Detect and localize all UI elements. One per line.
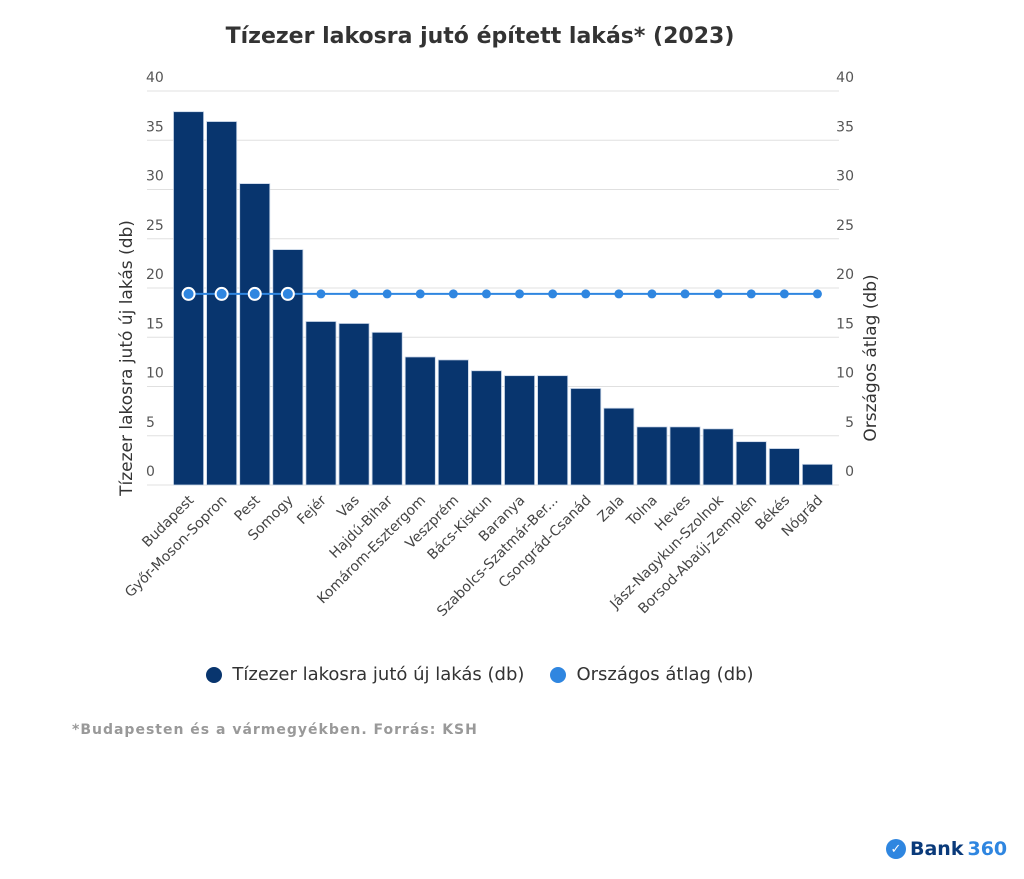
average-point: [448, 289, 458, 299]
footnote: *Budapesten és a vármegyékben. Forrás: K…: [72, 722, 478, 738]
y-tick-label: 30: [146, 169, 164, 185]
average-point: [647, 289, 657, 299]
average-point: [812, 289, 822, 299]
legend: Tízezer lakosra jutó új lakás (db) Orszá…: [0, 664, 960, 685]
bar: [603, 407, 635, 486]
y-tick-label: 25: [146, 218, 164, 234]
average-point: [382, 289, 392, 299]
y-axis-label: Tízezer lakosra jutó új lakás (db): [117, 220, 137, 497]
bar: [570, 388, 602, 486]
y-tick-label: 40: [146, 70, 164, 86]
average-point: [247, 286, 262, 301]
y-tick-label: 35: [146, 119, 164, 135]
legend-dot: [550, 666, 567, 683]
average-point: [581, 289, 591, 299]
legend-item-average[interactable]: Országos átlag (db): [550, 664, 754, 685]
bar: [768, 448, 800, 486]
bar: [305, 321, 337, 486]
bar: [371, 331, 403, 486]
average-point: [280, 286, 295, 301]
chart: 0 0 5 5 10 10 15 15 20 20 25 25 30 30 35 35 40 40 Tízezer …: [117, 70, 881, 620]
bar: [669, 426, 701, 486]
bar: [437, 359, 469, 486]
bar: [338, 323, 370, 486]
bar: [404, 356, 436, 486]
average-point: [415, 289, 425, 299]
bar: [272, 249, 304, 486]
bar: [504, 375, 536, 486]
y-tick-label: 0: [146, 464, 155, 480]
y2-tick-label: 0: [845, 464, 854, 480]
bar: [239, 183, 271, 486]
bar: [206, 121, 238, 486]
y2-axis-label: Országos átlag (db): [861, 274, 881, 441]
check-icon: ✓: [886, 839, 906, 859]
y2-tick-label: 30: [836, 169, 854, 185]
chart-title: Tízezer lakosra jutó épített lakás* (202…: [225, 24, 735, 49]
bar: [537, 375, 569, 486]
y2-tick-label: 20: [836, 267, 854, 283]
average-point: [316, 289, 326, 299]
average-point: [614, 289, 624, 299]
legend-item-bars[interactable]: Tízezer lakosra jutó új lakás (db): [206, 664, 524, 685]
y-tick-label: 20: [146, 267, 164, 283]
bar: [702, 428, 734, 486]
average-point: [548, 289, 558, 299]
logo-text: Bank: [910, 838, 964, 860]
x-tick-label: Zala: [595, 493, 628, 526]
y2-tick-label: 5: [845, 415, 854, 431]
x-tick-label: Vas: [334, 493, 363, 522]
average-point: [181, 286, 196, 301]
x-tick-label: Fejér: [294, 492, 330, 528]
bar: [636, 426, 668, 486]
legend-dot: [206, 666, 223, 683]
average-point: [515, 289, 525, 299]
average-point: [746, 289, 756, 299]
y-tick-label: 5: [146, 415, 155, 431]
legend-label: Országos átlag (db): [576, 664, 754, 685]
y2-tick-label: 40: [836, 70, 854, 86]
logo-number: 360: [967, 838, 1008, 860]
y-tick-label: 10: [146, 366, 164, 382]
legend-label: Tízezer lakosra jutó új lakás (db): [232, 664, 525, 685]
y2-tick-label: 15: [836, 316, 854, 332]
bar: [735, 441, 767, 486]
average-point: [481, 289, 491, 299]
average-point: [349, 289, 359, 299]
y2-tick-label: 25: [836, 218, 854, 234]
y-tick-label: 15: [146, 316, 164, 332]
bar: [802, 463, 833, 486]
average-point: [779, 289, 789, 299]
average-point: [680, 289, 690, 299]
y2-tick-label: 35: [836, 119, 854, 135]
average-point: [214, 286, 229, 301]
average-point: [713, 289, 723, 299]
bar: [470, 370, 502, 486]
y2-tick-label: 10: [836, 366, 854, 382]
bank360-logo: ✓ Bank 360: [886, 838, 1007, 860]
